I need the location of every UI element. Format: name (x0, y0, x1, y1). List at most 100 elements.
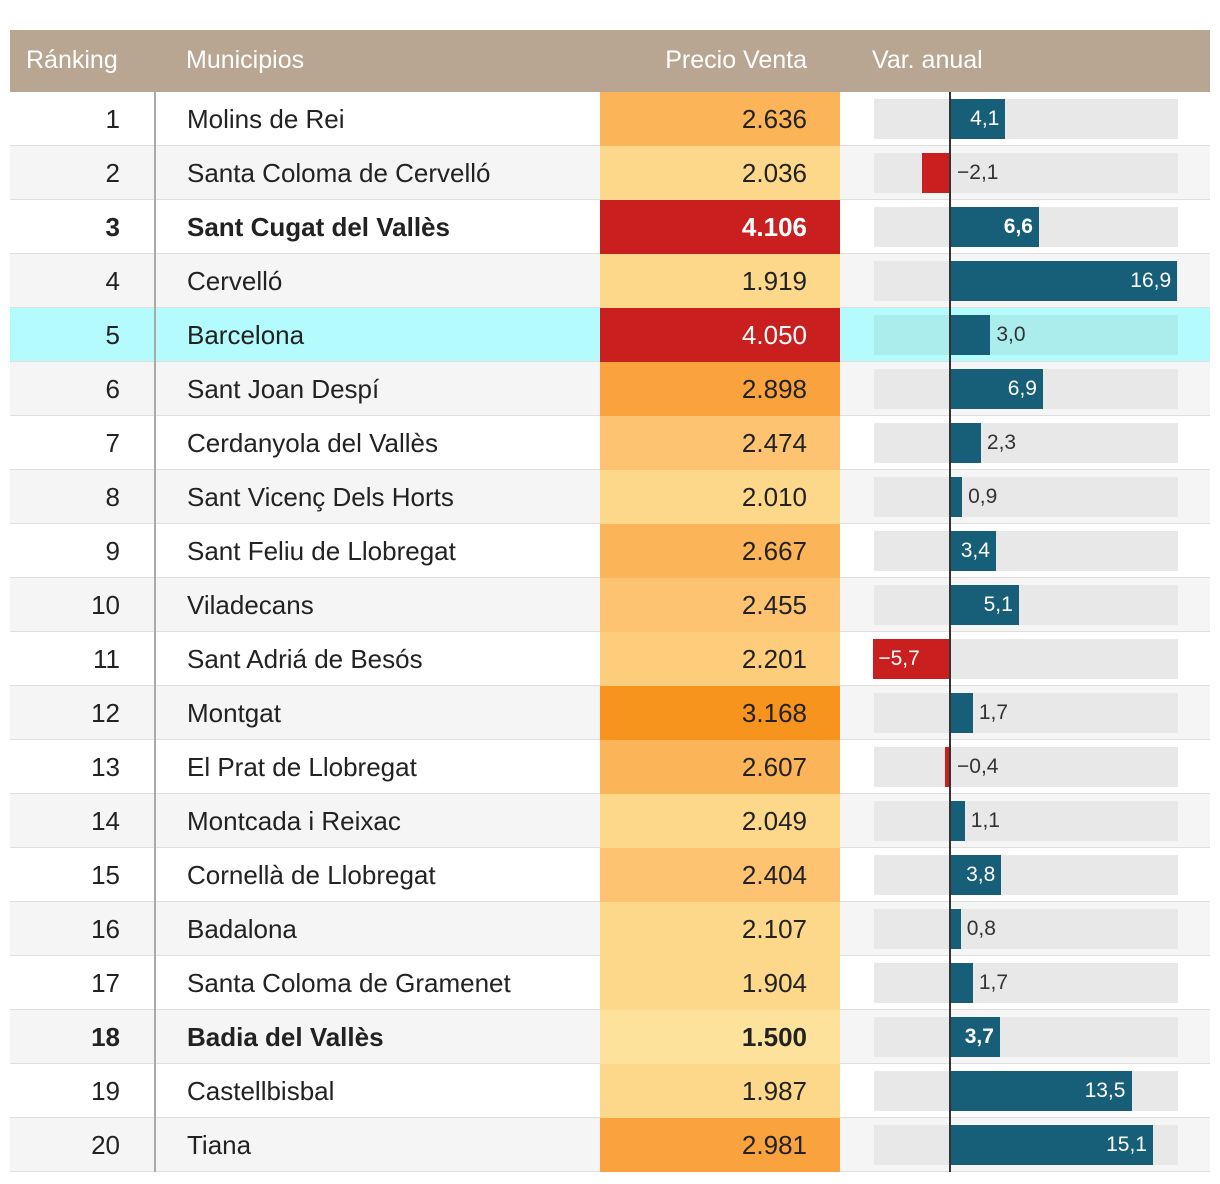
column-divider (154, 740, 156, 794)
column-divider (154, 686, 156, 740)
var-label: 0,8 (966, 917, 996, 940)
zero-axis-line (949, 794, 951, 848)
column-divider (154, 902, 156, 956)
municipio-cell: Cornellà de Llobregat (187, 860, 436, 890)
column-divider (154, 956, 156, 1010)
var-bar (950, 1071, 1132, 1111)
var-bar-track (874, 909, 1178, 949)
column-divider (154, 200, 156, 254)
precio-cell: 2.010 (600, 470, 840, 524)
zero-axis-line (949, 848, 951, 902)
var-bar (950, 531, 996, 571)
var-bar (950, 1017, 1000, 1057)
var-bar (944, 747, 950, 787)
table-row: 14 Montcada i Reixac 2.049 1,1 (10, 794, 1210, 848)
table-row: 1 Molins de Rei 2.636 4,1 (10, 92, 1210, 146)
rank-cell: 9 (105, 536, 120, 566)
var-bar (950, 315, 991, 355)
rank-cell: 19 (91, 1076, 120, 1106)
rank-cell: 5 (105, 320, 120, 350)
var-bar-track (874, 1017, 1178, 1057)
ranking-table: Ránking Municipios Precio Venta Var. anu… (10, 30, 1210, 1172)
var-bar (950, 909, 961, 949)
column-divider (154, 794, 156, 848)
municipio-cell: Sant Adriá de Besós (187, 644, 423, 674)
header-var-anual: Var. anual (872, 46, 983, 74)
table-row: 16 Badalona 2.107 0,8 (10, 902, 1210, 956)
header-municipios: Municipios (186, 46, 305, 74)
municipio-cell: El Prat de Llobregat (187, 752, 417, 782)
table-row: 7 Cerdanyola del Vallès 2.474 2,3 (10, 416, 1210, 470)
var-label: 3,8 (966, 863, 996, 886)
zero-axis-line (949, 200, 951, 254)
table-row: 13 El Prat de Llobregat 2.607 −0,4 (10, 740, 1210, 794)
var-label: 15,1 (1106, 1133, 1147, 1156)
table-row: 10 Viladecans 2.455 5,1 (10, 578, 1210, 632)
table-row: 18 Badia del Vallès 1.500 3,7 (10, 1010, 1210, 1064)
municipio-cell: Castellbisbal (187, 1076, 335, 1106)
rank-cell: 15 (91, 860, 120, 890)
municipio-cell: Santa Coloma de Gramenet (187, 968, 511, 998)
header-ranking: Ránking (26, 46, 118, 74)
municipio-cell: Montcada i Reixac (187, 806, 401, 836)
municipio-cell: Sant Vicenç Dels Horts (187, 482, 454, 512)
var-label: 1,1 (970, 809, 1000, 832)
rank-cell: 12 (91, 698, 120, 728)
table-row: 12 Montgat 3.168 1,7 (10, 686, 1210, 740)
municipio-cell: Santa Coloma de Cervelló (187, 158, 491, 188)
rank-cell: 2 (105, 158, 120, 188)
municipio-cell: Tiana (187, 1130, 252, 1160)
precio-cell: 2.898 (600, 362, 840, 416)
municipio-cell: Cervelló (187, 266, 283, 296)
var-label: 1,7 (978, 971, 1009, 994)
zero-axis-line (949, 1064, 951, 1118)
table-row: 6 Sant Joan Despí 2.898 6,9 (10, 362, 1210, 416)
municipio-cell: Sant Joan Despí (187, 374, 380, 404)
table-row: 15 Cornellà de Llobregat 2.404 3,8 (10, 848, 1210, 902)
var-bar (950, 423, 981, 463)
column-divider (154, 92, 156, 146)
column-divider (154, 362, 156, 416)
var-bar-track (874, 99, 1178, 139)
var-bar-track (874, 585, 1178, 625)
var-label: 6,9 (1007, 377, 1037, 400)
precio-cell: 3.168 (600, 686, 840, 740)
zero-axis-line (949, 1118, 951, 1172)
municipio-cell: Badia del Vallès (187, 1022, 384, 1052)
municipio-cell: Cerdanyola del Vallès (187, 428, 438, 458)
zero-axis-line (949, 686, 951, 740)
municipio-cell: Sant Cugat del Vallès (187, 212, 450, 242)
var-bar (873, 639, 950, 679)
rank-cell: 1 (105, 104, 120, 134)
precio-cell: 2.607 (600, 740, 840, 794)
precio-cell: 1.904 (600, 956, 840, 1010)
var-label: 6,6 (1003, 215, 1033, 238)
var-bar (950, 261, 1178, 301)
rank-cell: 6 (105, 374, 120, 404)
rank-cell: 8 (105, 482, 120, 512)
rank-cell: 7 (105, 428, 120, 458)
zero-axis-line (949, 254, 951, 308)
column-divider (154, 632, 156, 686)
zero-axis-line (949, 902, 951, 956)
precio-cell: 4.106 (600, 200, 840, 254)
var-bar (950, 369, 1043, 409)
var-bar-track (874, 477, 1178, 517)
zero-axis-line (949, 146, 951, 200)
table-row: 8 Sant Vicenç Dels Horts 2.010 0,9 (10, 470, 1210, 524)
var-bar-track (874, 315, 1178, 355)
var-label: 3,4 (960, 539, 990, 562)
var-bar (950, 585, 1019, 625)
zero-axis-line (949, 578, 951, 632)
rank-cell: 11 (93, 644, 120, 674)
municipio-cell: Molins de Rei (187, 104, 345, 134)
header-precio-venta: Precio Venta (665, 46, 807, 74)
table-row: 17 Santa Coloma de Gramenet 1.904 1,7 (10, 956, 1210, 1010)
precio-cell: 1.500 (600, 1010, 840, 1064)
var-label: 3,0 (996, 323, 1026, 346)
rank-cell: 17 (91, 968, 120, 998)
table-row: 11 Sant Adriá de Besós 2.201 −5,7 (10, 632, 1210, 686)
zero-axis-line (949, 92, 951, 146)
column-divider (154, 1064, 156, 1118)
rank-cell: 16 (91, 914, 120, 944)
